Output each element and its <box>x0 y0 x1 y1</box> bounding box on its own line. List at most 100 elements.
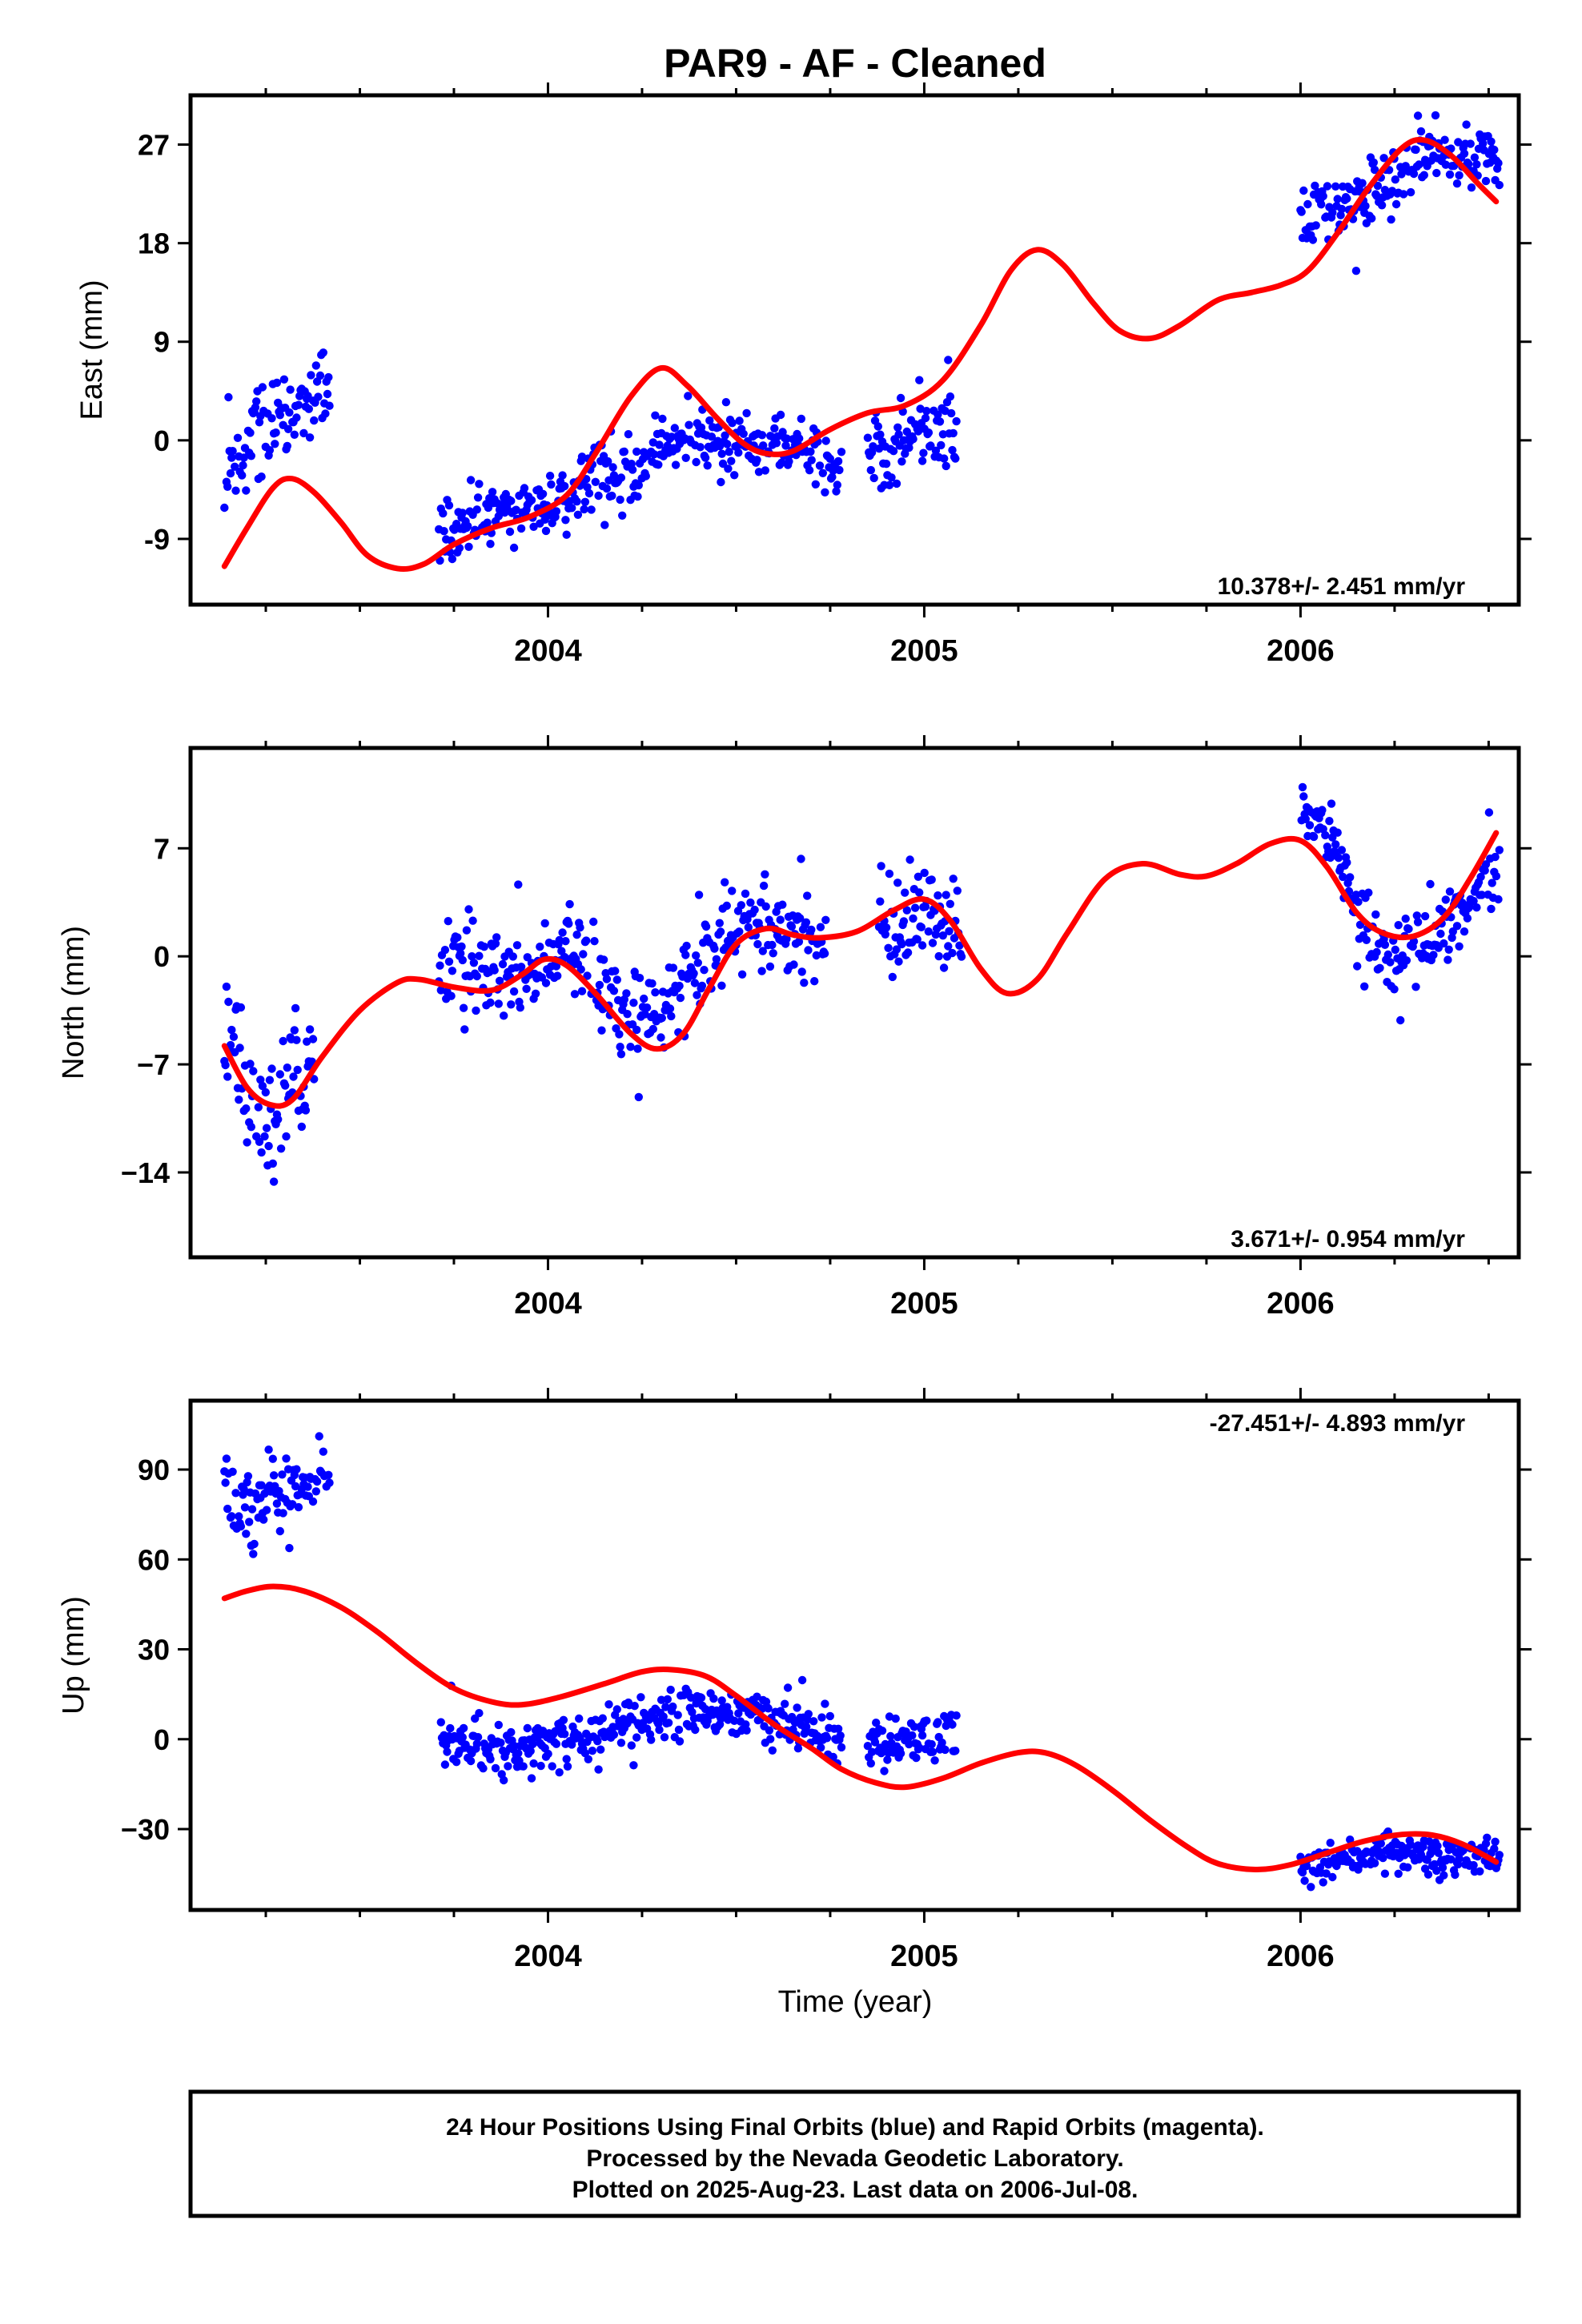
up-data-point <box>663 1695 672 1704</box>
east-data-point <box>226 468 235 478</box>
footer-line-1: 24 Hour Positions Using Final Orbits (bl… <box>446 2114 1264 2141</box>
north-data-point <box>801 918 811 927</box>
up-data-point <box>1469 1860 1478 1870</box>
up-data-point <box>734 1709 743 1718</box>
east-data-point <box>734 448 743 457</box>
east-data-point <box>946 392 955 401</box>
east-data-point <box>835 465 844 475</box>
east-fit-curve <box>221 137 1500 573</box>
north-data-point <box>1383 950 1393 959</box>
north-data-point <box>942 891 950 899</box>
north-marks <box>220 782 1504 1186</box>
north-data-point <box>648 1024 657 1034</box>
up-data-point <box>1419 1842 1427 1852</box>
up-data-point <box>552 1739 561 1748</box>
up-data-point <box>519 1762 528 1771</box>
up-data-point <box>528 1739 537 1749</box>
east-data-point <box>806 447 815 456</box>
east-data-point <box>1452 179 1462 188</box>
north-data-point <box>1412 911 1422 920</box>
east-data-point <box>1323 182 1332 191</box>
east-data-point <box>573 510 583 519</box>
up-data-point <box>630 1702 639 1711</box>
north-data-point <box>1364 888 1373 897</box>
up-data-point <box>1490 1844 1499 1853</box>
up-data-point <box>870 1738 880 1747</box>
up-data-point <box>472 1739 481 1748</box>
up-data-point <box>584 1755 592 1763</box>
north-data-point <box>1426 879 1435 889</box>
east-data-point <box>1419 171 1429 179</box>
north-data-point <box>1298 782 1307 792</box>
east-data-point <box>894 430 903 439</box>
east-data-point <box>238 471 247 480</box>
up-data-point <box>250 1539 259 1549</box>
north-data-point <box>269 1177 279 1186</box>
east-data-point <box>231 486 240 495</box>
east-data-point <box>1351 267 1361 275</box>
east-data-point <box>776 410 785 420</box>
north-data-point <box>498 959 508 969</box>
north-data-point <box>468 916 477 925</box>
north-data-point <box>590 937 599 946</box>
east-data-point <box>227 453 236 462</box>
up-data-point <box>669 1702 677 1711</box>
north-data-point <box>953 887 962 895</box>
north-data-point <box>226 1040 235 1050</box>
east-data-point <box>321 409 330 418</box>
up-y-tick-label: 60 <box>138 1543 170 1576</box>
north-data-point <box>1401 915 1410 923</box>
north-data-point <box>804 946 813 955</box>
north-data-point <box>290 1026 299 1035</box>
up-data-point <box>664 1719 673 1727</box>
north-data-point <box>265 1076 275 1084</box>
east-data-point <box>1391 175 1400 184</box>
north-data-point <box>448 967 457 975</box>
north-data-point <box>500 1011 508 1020</box>
north-data-point <box>1480 866 1489 875</box>
north-data-point <box>667 1011 676 1021</box>
east-data-point <box>1455 171 1464 180</box>
north-data-point <box>472 971 481 981</box>
east-data-point <box>483 518 492 527</box>
east-data-point <box>915 376 924 384</box>
east-data-point <box>577 452 587 461</box>
east-data-point <box>753 456 761 464</box>
north-rate-label: 3.671+/- 0.954 mm/yr <box>1231 1226 1465 1252</box>
up-data-point <box>247 1505 257 1514</box>
north-data-point <box>291 1003 300 1013</box>
north-data-point <box>753 939 762 949</box>
east-data-point <box>705 416 714 425</box>
north-data-point <box>957 952 966 961</box>
up-data-point <box>507 1727 516 1737</box>
up-data-point <box>863 1742 873 1751</box>
east-data-point <box>486 540 495 549</box>
north-data-point <box>893 879 902 887</box>
east-data-point <box>821 436 830 445</box>
north-data-point <box>1390 985 1399 994</box>
up-data-point <box>559 1715 568 1724</box>
east-data-point <box>942 461 950 471</box>
east-data-point <box>949 428 958 438</box>
up-y-tick-label: 30 <box>138 1634 170 1667</box>
north-data-point <box>651 988 660 997</box>
north-data-point <box>1321 830 1330 840</box>
east-data-point <box>246 428 255 437</box>
north-data-point <box>881 923 891 932</box>
east-data-point <box>634 480 643 490</box>
east-data-point <box>488 488 497 497</box>
east-data-point <box>837 448 846 456</box>
north-panel: −14 −7 0 7 2004 2005 2006 North (mm) 3.671+/- … <box>57 735 1532 1321</box>
north-data-point <box>881 930 890 939</box>
east-data-point <box>1462 120 1471 129</box>
north-data-point <box>570 990 580 999</box>
up-data-point <box>636 1693 645 1702</box>
north-data-point <box>1465 903 1474 911</box>
north-data-point <box>1443 955 1452 964</box>
north-data-point <box>616 1050 626 1059</box>
east-data-point <box>310 416 319 425</box>
up-data-point <box>268 1454 277 1463</box>
north-data-point <box>789 960 798 969</box>
north-data-point <box>611 967 620 975</box>
up-data-point <box>673 1711 682 1719</box>
